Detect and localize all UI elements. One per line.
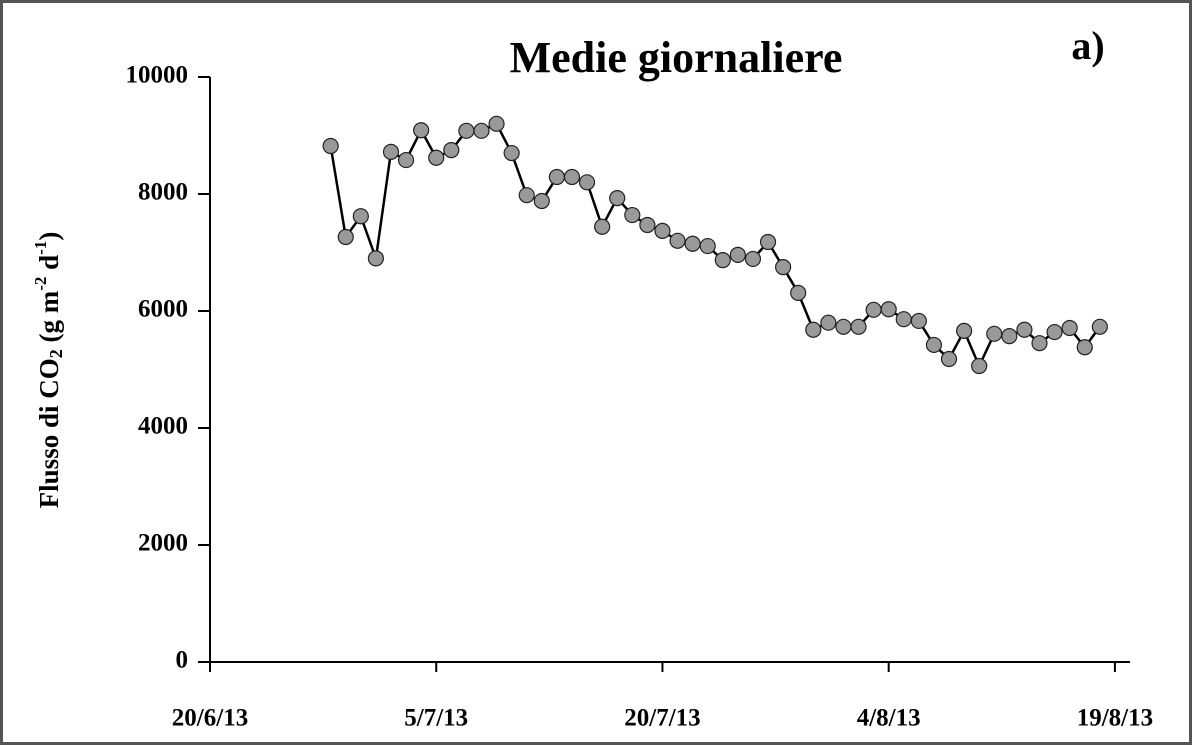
data-point [865, 301, 882, 318]
data-point [910, 312, 927, 330]
data-point [609, 189, 626, 207]
data-point [1001, 328, 1018, 345]
y-tick-label: 10000 [126, 62, 189, 89]
y-tick-label: 8000 [138, 179, 188, 206]
x-tick-label: 4/8/13 [857, 705, 921, 732]
annotation: a) [1071, 23, 1104, 68]
data-point [624, 206, 641, 224]
data-point [684, 235, 701, 252]
y-label-part: ) [34, 232, 64, 241]
data-point [322, 137, 339, 155]
data-point [835, 318, 852, 335]
data-point [669, 232, 686, 249]
data-point [382, 143, 400, 160]
y-label-sup: -1 [31, 241, 50, 255]
data-point [397, 151, 415, 169]
data-point [488, 115, 505, 132]
data-point [548, 168, 565, 186]
y-label-part: Flusso di CO [34, 358, 64, 508]
data-point [759, 233, 777, 251]
data-point [699, 237, 716, 255]
data-point [1091, 318, 1108, 335]
data-point [518, 187, 535, 204]
x-tick-label: 20/6/13 [172, 705, 248, 732]
y-label-sub: 2 [46, 349, 66, 358]
data-point [563, 168, 581, 186]
data-point [503, 144, 520, 162]
data-point [367, 250, 385, 267]
y-tick-label: 0 [176, 647, 189, 674]
y-tick-label: 2000 [138, 530, 188, 557]
chart-title: Medie giornaliere [510, 33, 843, 82]
y-tick-label: 4000 [138, 413, 188, 440]
data-point [443, 142, 460, 159]
data-point [1076, 339, 1093, 356]
data-point [1061, 319, 1078, 337]
data-point [413, 122, 430, 139]
data-point [775, 259, 792, 276]
y-label-sup: -2 [31, 277, 50, 291]
data-point [895, 311, 912, 328]
data-point [805, 321, 822, 338]
data-point [790, 284, 807, 301]
data-point [880, 301, 897, 318]
y-label-part: (g m [34, 290, 64, 349]
data-point [654, 222, 671, 239]
data-point [986, 325, 1003, 342]
x-tick-label: 19/8/13 [1077, 705, 1153, 732]
x-tick-label: 20/7/13 [624, 705, 700, 732]
data-point [940, 350, 958, 368]
y-tick-label: 6000 [138, 296, 188, 323]
data-point [850, 318, 867, 335]
data-point [639, 216, 656, 234]
data-point [352, 208, 369, 225]
y-label-part: d [34, 255, 64, 277]
data-point [1031, 335, 1048, 352]
data-point [1046, 323, 1063, 341]
y-axis-label: Flusso di CO2 (g m-2 d-1) [31, 232, 66, 509]
data-point [594, 218, 611, 235]
data-point [955, 322, 973, 339]
data-point [820, 314, 837, 331]
data-point [971, 357, 988, 375]
data-point [473, 122, 490, 139]
data-point [1016, 321, 1033, 338]
data-point [533, 192, 550, 210]
data-point [925, 336, 943, 354]
x-tick-label: 5/7/13 [404, 705, 468, 732]
data-point [428, 149, 445, 166]
data-point [714, 252, 731, 269]
data-point [729, 246, 746, 263]
data-point [744, 250, 762, 268]
data-point [337, 228, 354, 246]
data-point [578, 174, 596, 191]
data-line [329, 122, 1101, 370]
data-point [458, 122, 475, 139]
